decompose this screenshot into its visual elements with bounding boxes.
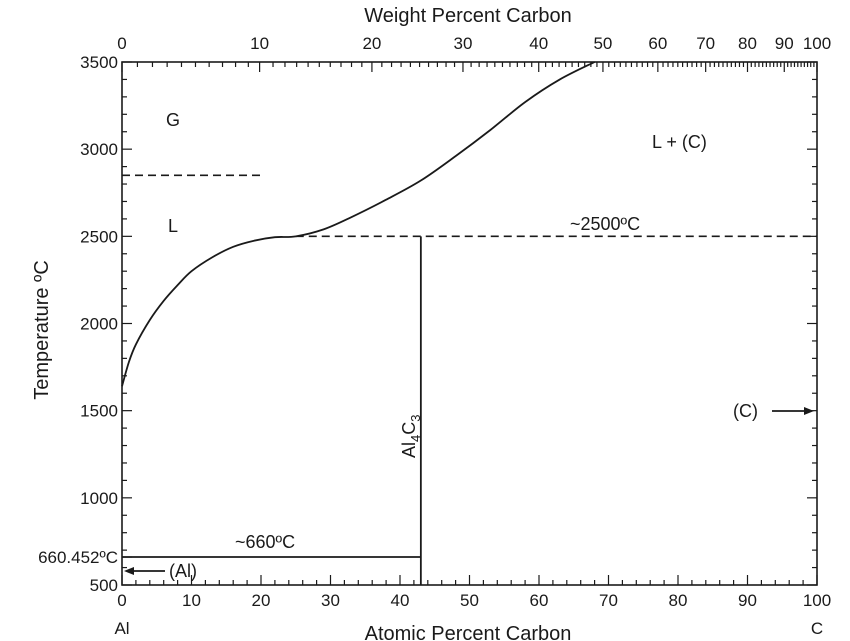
gas-region-label: G: [166, 110, 180, 130]
liquid-region-label: L: [168, 216, 178, 236]
left-axis-tick-label: 500: [90, 576, 118, 595]
plot-frame: [121, 61, 818, 586]
bottom-axis-left-end-label: Al: [114, 619, 129, 638]
bottom-axis-ticks: [121, 575, 818, 585]
left-axis-tick-label: 2000: [80, 315, 118, 334]
left-axis-tick-labels: 500 1000 1500 2000 2500 3000 3500: [80, 53, 118, 595]
top-axis-tick-label: 40: [529, 34, 548, 53]
left-axis-tick-label: 2500: [80, 227, 118, 246]
bottom-axis-tick-label: 40: [391, 591, 410, 610]
melting-point-tick-label: 660.452ºC: [38, 548, 118, 567]
aluminum-phase-marker: (Al): [124, 561, 197, 581]
top-axis-tick-label: 70: [696, 34, 715, 53]
top-axis-tick-label: 10: [250, 34, 269, 53]
carbon-phase-marker: (C): [733, 401, 814, 421]
top-axis-tick-label: 60: [648, 34, 667, 53]
bottom-axis-tick-label: 80: [669, 591, 688, 610]
bottom-axis-tick-label: 90: [738, 591, 757, 610]
top-axis-tick-label: 0: [117, 34, 126, 53]
bottom-axis-title: Atomic Percent Carbon: [365, 623, 572, 641]
top-axis-title: Weight Percent Carbon: [364, 5, 572, 27]
liquidus-curve: [121, 61, 596, 387]
left-axis-tick-label: 3000: [80, 140, 118, 159]
liquid-carbon-region-label: L + (C): [652, 132, 707, 152]
al4c3-label: Al4C3: [399, 415, 423, 458]
top-axis-tick-label: 50: [593, 34, 612, 53]
bottom-axis-tick-label: 70: [599, 591, 618, 610]
bottom-axis-tick-label: 100: [803, 591, 831, 610]
bottom-axis-tick-label: 10: [182, 591, 201, 610]
top-axis-tick-label: 80: [738, 34, 757, 53]
bottom-axis-right-end-label: C: [811, 619, 823, 638]
bottom-axis-tick-labels: 0 10 20 30 40 50 60 70 80 90 100: [117, 591, 831, 610]
svg-text:(Al): (Al): [169, 561, 197, 581]
left-axis-ticks: [122, 61, 132, 586]
peritectic-temperature-label: ~2500ºC: [570, 214, 640, 234]
bottom-axis-tick-label: 60: [530, 591, 549, 610]
svg-text:(C): (C): [733, 401, 758, 421]
top-axis-tick-labels: 0 10 20 30 40 50 60 70 80 90 100: [117, 34, 831, 53]
left-axis-tick-label: 1000: [80, 489, 118, 508]
bottom-axis-tick-label: 0: [117, 591, 126, 610]
right-axis-ticks: [807, 61, 817, 586]
left-axis-title: Temperature ºC: [31, 260, 53, 400]
bottom-axis-tick-label: 30: [321, 591, 340, 610]
top-axis-tick-label: 100: [803, 34, 831, 53]
eutectic-temperature-label: ~660ºC: [235, 532, 295, 552]
top-axis-tick-label: 30: [454, 34, 473, 53]
top-axis-tick-label: 20: [362, 34, 381, 53]
bottom-axis-tick-label: 20: [252, 591, 271, 610]
left-axis-tick-label: 1500: [80, 402, 118, 421]
left-axis-tick-label: 3500: [80, 53, 118, 72]
top-axis-ticks: [121, 62, 818, 72]
top-axis-tick-label: 90: [775, 34, 794, 53]
bottom-axis-tick-label: 50: [460, 591, 479, 610]
